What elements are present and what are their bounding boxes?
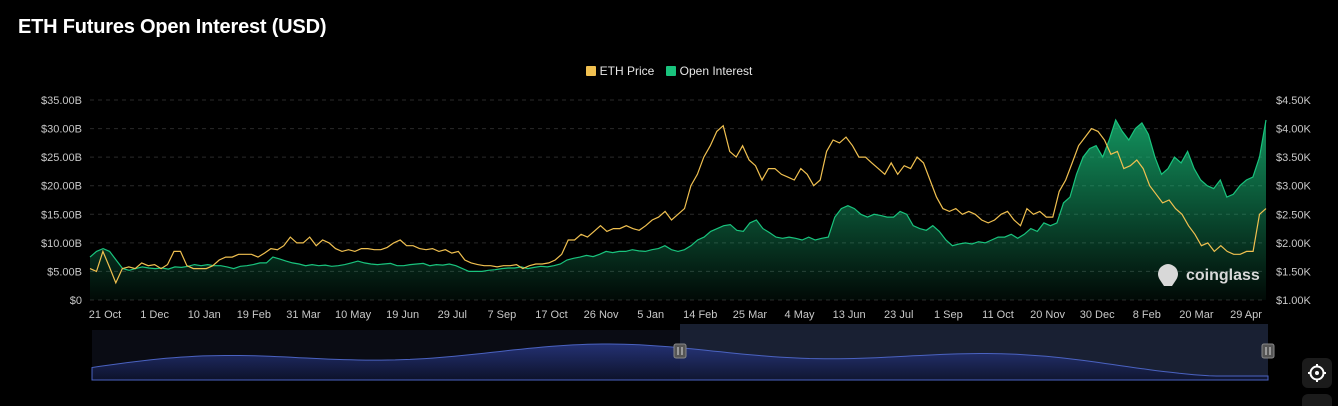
legend-swatch-eth-price (585, 66, 596, 76)
x-tick-label: 1 Dec (140, 309, 169, 321)
y-left-tick-label: $10.00B (41, 238, 82, 250)
y-right-tick-label: $4.00K (1276, 124, 1312, 136)
secondary-button[interactable] (1302, 394, 1332, 406)
y-left-tick-label: $35.00B (41, 95, 82, 107)
x-tick-label: 31 Mar (286, 309, 321, 321)
x-tick-label: 23 Jul (884, 309, 913, 321)
x-tick-label: 10 Jan (188, 309, 221, 321)
page-title: ETH Futures Open Interest (USD) (18, 16, 327, 38)
x-tick-label: 29 Apr (1230, 309, 1262, 321)
y-right-tick-label: $2.50K (1276, 209, 1312, 221)
watermark-text: coinglass (1186, 267, 1260, 284)
x-tick-label: 5 Jan (637, 309, 664, 321)
coinglass-logo-icon (1158, 264, 1178, 286)
navigator-handle-left[interactable] (673, 343, 687, 359)
x-tick-label: 20 Nov (1030, 309, 1065, 321)
legend: ETH Price Open Interest (0, 64, 1338, 78)
y-left-tick-label: $5.00B (47, 266, 82, 278)
x-tick-label: 19 Feb (237, 309, 271, 321)
x-tick-label: 25 Mar (733, 309, 768, 321)
x-tick-label: 13 Jun (833, 309, 866, 321)
navigator-handle-right[interactable] (1261, 343, 1275, 359)
y-right-tick-label: $3.50K (1276, 152, 1312, 164)
x-tick-label: 11 Oct (982, 309, 1014, 321)
open-interest-area (90, 120, 1266, 300)
legend-item-open-interest[interactable]: Open Interest (665, 64, 753, 78)
x-tick-label: 8 Feb (1133, 309, 1161, 321)
x-tick-label: 14 Feb (683, 309, 717, 321)
x-tick-label: 7 Sep (487, 309, 516, 321)
x-tick-label: 29 Jul (438, 309, 467, 321)
x-tick-label: 19 Jun (386, 309, 419, 321)
y-right-tick-label: $4.50K (1276, 95, 1312, 107)
x-tick-label: 26 Nov (584, 309, 619, 321)
y-left-tick-label: $25.00B (41, 152, 82, 164)
settings-button[interactable] (1302, 358, 1332, 388)
y-right-tick-label: $3.00K (1276, 181, 1312, 193)
x-tick-label: 20 Mar (1179, 309, 1214, 321)
y-right-tick-label: $2.00K (1276, 238, 1312, 250)
x-tick-label: 1 Sep (934, 309, 963, 321)
y-left-tick-label: $20.00B (41, 181, 82, 193)
y-left-tick-label: $30.00B (41, 124, 82, 136)
x-tick-label: 4 May (785, 309, 815, 321)
open-interest-line (89, 118, 1267, 272)
y-left-tick-label: $15.00B (41, 209, 82, 221)
legend-label-eth-price: ETH Price (599, 64, 655, 78)
eth-price-line (89, 124, 1267, 285)
x-tick-label: 21 Oct (89, 309, 121, 321)
y-right-tick-label: $1.50K (1276, 266, 1312, 278)
legend-swatch-open-interest (665, 66, 676, 76)
gear-icon (1308, 364, 1326, 382)
x-tick-label: 30 Dec (1080, 309, 1115, 321)
legend-item-eth-price[interactable]: ETH Price (585, 64, 655, 78)
y-left-tick-label: $0 (70, 295, 82, 307)
legend-label-open-interest: Open Interest (679, 64, 753, 78)
x-tick-label: 17 Oct (535, 309, 567, 321)
y-right-tick-label: $1.00K (1276, 295, 1312, 307)
x-tick-label: 10 May (335, 309, 372, 321)
